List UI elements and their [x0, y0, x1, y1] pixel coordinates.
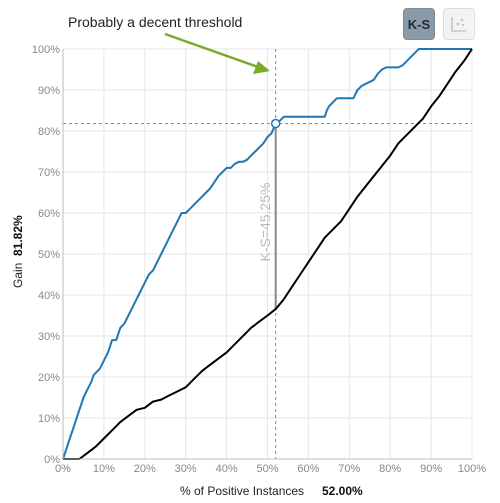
y-tick-label: 80%: [38, 126, 60, 138]
annotation-text: Probably a decent threshold: [68, 14, 242, 30]
y-tick-label: 50%: [38, 249, 60, 261]
y-tick-label: 30%: [38, 331, 60, 343]
x-tick-label: 40%: [216, 463, 238, 475]
scatter-plot-button[interactable]: [443, 8, 475, 40]
y-tick-label: 20%: [38, 372, 60, 384]
y-axis-title: Gain: [11, 263, 25, 288]
series-group: [62, 48, 473, 460]
x-tick-label: 100%: [458, 463, 486, 475]
x-tick-label: 30%: [175, 463, 197, 475]
threshold-marker[interactable]: [270, 118, 281, 129]
y-tick-label: 60%: [38, 208, 60, 220]
grid: [62, 48, 473, 460]
gain-curve-line: [62, 48, 472, 460]
x-tick-label: 80%: [379, 463, 401, 475]
x-tick-label: 0%: [55, 463, 71, 475]
x-tick-label: 50%: [256, 463, 278, 475]
x-tick-label: 60%: [297, 463, 319, 475]
y-tick-label: 90%: [38, 85, 60, 97]
x-tick-label: 10%: [93, 463, 115, 475]
ks-statistic-label: K-S=45.25%: [257, 183, 273, 262]
y-tick-label: 40%: [38, 290, 60, 302]
x-tick-label: 90%: [420, 463, 442, 475]
baseline-curve-line: [63, 48, 473, 460]
y-tick-label: 100%: [32, 44, 60, 56]
y-tick-label: 0%: [44, 454, 60, 466]
y-axis-title-group: Gain 81.82%: [11, 215, 25, 288]
ks-toggle-button[interactable]: K-S: [403, 8, 435, 40]
x-axis-title: % of Positive Instances: [180, 484, 304, 498]
y-axis-value: 81.82%: [11, 215, 25, 256]
y-tick-label: 70%: [38, 167, 60, 179]
annotation-arrow: [164, 32, 270, 74]
tick-labels: 0% 10% 20% 30% 40% 50% 60% 70% 80% 90% 100% 0% 10% 20…: [32, 44, 486, 475]
x-tick-label: 20%: [134, 463, 156, 475]
scatter-plot-icon: [451, 17, 466, 32]
x-axis-value: 52.00%: [322, 484, 363, 498]
y-tick-label: 10%: [38, 413, 60, 425]
threshold-crosshair: [63, 49, 472, 459]
x-tick-label: 70%: [338, 463, 360, 475]
